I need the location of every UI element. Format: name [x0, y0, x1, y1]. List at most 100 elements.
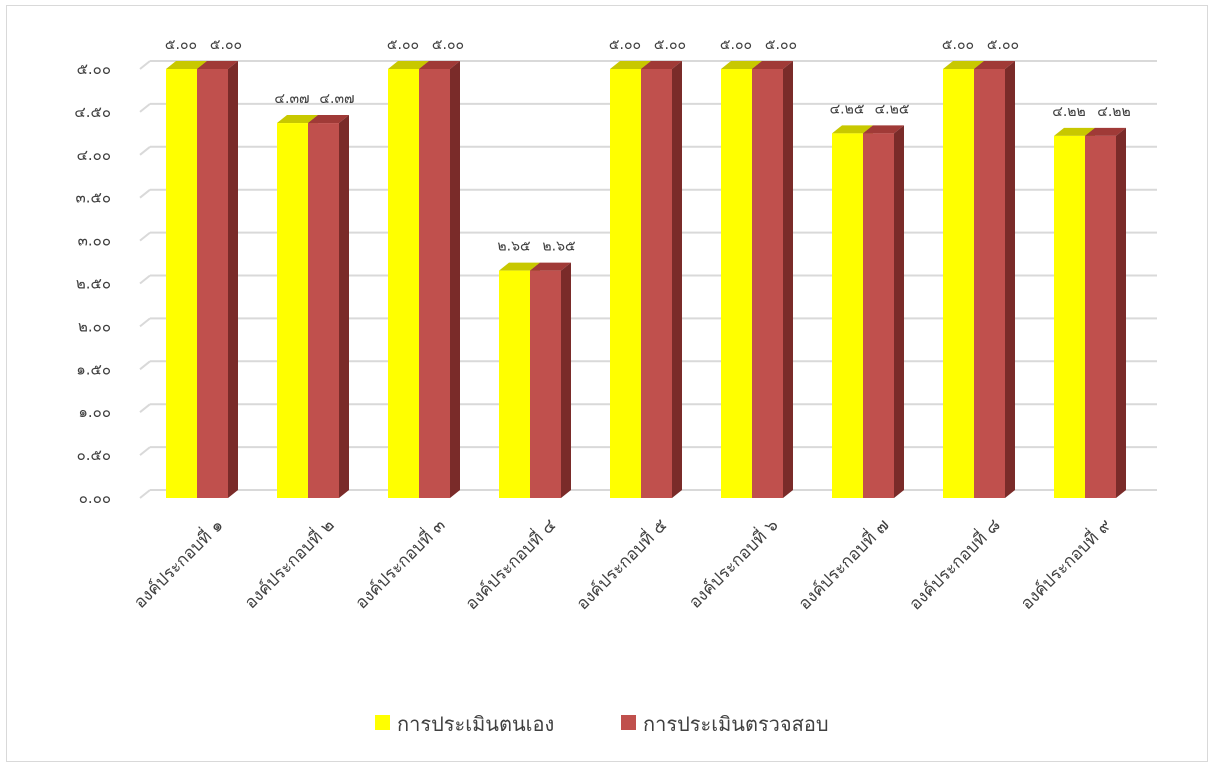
bar [1085, 135, 1116, 498]
y-tick-label: ๔.๕๐ [74, 103, 111, 121]
category-label: องค์ประกอบที่ ๓ [350, 513, 450, 613]
bar-side [561, 262, 571, 498]
bar-top [752, 61, 793, 69]
data-label: ๕.๐๐ [765, 37, 797, 53]
bar-side [450, 61, 460, 498]
bar-chart: ๐.๐๐ ๐.๕๐ ๑.๐๐ ๑.๕๐ ๒.๐๐ ๒.๕๐ ๓.๐๐ ๓.๕๐ ๔.๐๐ ๔.๕๐… [74, 37, 1157, 736]
gridline-tick [139, 446, 151, 456]
bar [166, 69, 197, 498]
bar [610, 69, 641, 498]
data-label: ๔.๒๒ [1097, 104, 1131, 120]
category-label: องค์ประกอบที่ ๙ [1015, 513, 1116, 614]
gridline-tick [139, 403, 151, 413]
bar-top [610, 61, 651, 69]
bar-top [499, 262, 540, 271]
y-tick-label: ๓.๐๐ [78, 232, 111, 250]
gridline-tick [139, 317, 151, 328]
y-tick-label: ๓.๕๐ [75, 189, 111, 207]
bar [308, 123, 339, 498]
bar-side [339, 115, 349, 498]
bar [1054, 135, 1085, 498]
gridline-tick [139, 489, 151, 499]
bar-top [277, 115, 318, 124]
gridline-tick [139, 231, 151, 242]
bar-top [943, 61, 984, 69]
bar-top [1054, 127, 1095, 136]
bar-top [974, 61, 1015, 69]
bar [388, 69, 419, 498]
data-label: ๕.๐๐ [654, 37, 686, 53]
bar-side [894, 125, 904, 498]
data-label: ๕.๐๐ [987, 37, 1019, 53]
y-tick-label: ๑.๐๐ [78, 403, 111, 421]
bar [752, 69, 783, 498]
bar-top [166, 61, 207, 69]
bar-top [308, 115, 349, 124]
data-label: ๒.๖๕ [497, 239, 530, 255]
bar [943, 69, 974, 498]
category-label: องค์ประกอบที่ ๔ [460, 513, 561, 614]
legend-swatch [621, 715, 636, 730]
category-label: องค์ประกอบที่ ๕ [571, 513, 672, 614]
category-label: องค์ประกอบที่ ๖ [683, 513, 782, 612]
y-tick-label: ๐.๕๐ [77, 446, 111, 464]
bar-side [1116, 127, 1126, 498]
gridline-tick [139, 60, 151, 70]
data-label: ๒.๖๕ [542, 239, 575, 255]
bar-top [832, 125, 873, 134]
data-label: ๔.๒๕ [830, 101, 865, 117]
bar [832, 133, 863, 498]
y-tick-label: ๒.๕๐ [76, 275, 111, 293]
bar [863, 133, 894, 498]
gridline-tick [139, 188, 151, 199]
bar [419, 69, 450, 498]
data-label: ๔.๒๒ [1052, 104, 1086, 120]
bar-side [672, 61, 682, 498]
data-label: ๕.๐๐ [942, 37, 974, 53]
data-label: ๕.๐๐ [432, 37, 464, 53]
legend-label: การประเมินตรวจสอบ [643, 712, 829, 736]
y-tick-label: ๒.๐๐ [78, 317, 111, 335]
data-label: ๕.๐๐ [609, 37, 641, 53]
bar [721, 69, 752, 498]
bar-top [1085, 127, 1126, 136]
bar-side [228, 61, 238, 498]
legend-label: การประเมินตนเอง [397, 712, 554, 736]
legend-swatch [375, 715, 390, 730]
bar-top [641, 61, 682, 69]
bar [197, 69, 228, 498]
y-tick-label: ๔.๐๐ [77, 146, 111, 164]
bar-top [721, 61, 762, 69]
chart-frame: ๐.๐๐ ๐.๕๐ ๑.๐๐ ๑.๕๐ ๒.๐๐ ๒.๕๐ ๓.๐๐ ๓.๕๐ ๔.๐๐ ๔.๕๐… [6, 5, 1208, 762]
gridline-tick [139, 103, 151, 113]
bar [530, 270, 561, 498]
bar-top [530, 262, 571, 271]
gridline-tick [139, 146, 151, 156]
data-label: ๔.๒๕ [875, 101, 910, 117]
data-label: ๕.๐๐ [720, 37, 752, 53]
bar-top [419, 61, 460, 69]
bar-top [863, 125, 904, 134]
gridline-tick [139, 360, 151, 371]
bar [499, 270, 530, 498]
bar [974, 69, 1005, 498]
bar [277, 123, 308, 498]
data-label: ๕.๐๐ [210, 37, 242, 53]
bar-top [197, 61, 238, 69]
category-label: องค์ประกอบที่ ๒ [239, 513, 339, 613]
category-label: องค์ประกอบที่ ๗ [793, 513, 894, 614]
category-label: องค์ประกอบที่ ๘ [903, 513, 1004, 614]
y-tick-label: ๑.๕๐ [76, 360, 111, 378]
data-label: ๕.๐๐ [165, 37, 197, 53]
data-label: ๔.๓๗ [274, 91, 309, 107]
bar [641, 69, 672, 498]
category-label: องค์ประกอบที่ ๑ [128, 513, 227, 612]
data-label: ๔.๓๗ [319, 91, 354, 107]
data-label: ๕.๐๐ [387, 37, 419, 53]
y-tick-label: ๕.๐๐ [77, 60, 111, 78]
y-tick-label: ๐.๐๐ [79, 489, 111, 507]
gridline-tick [139, 274, 151, 285]
bar-top [388, 61, 429, 69]
bar-side [783, 61, 793, 498]
bar-side [1005, 61, 1015, 498]
